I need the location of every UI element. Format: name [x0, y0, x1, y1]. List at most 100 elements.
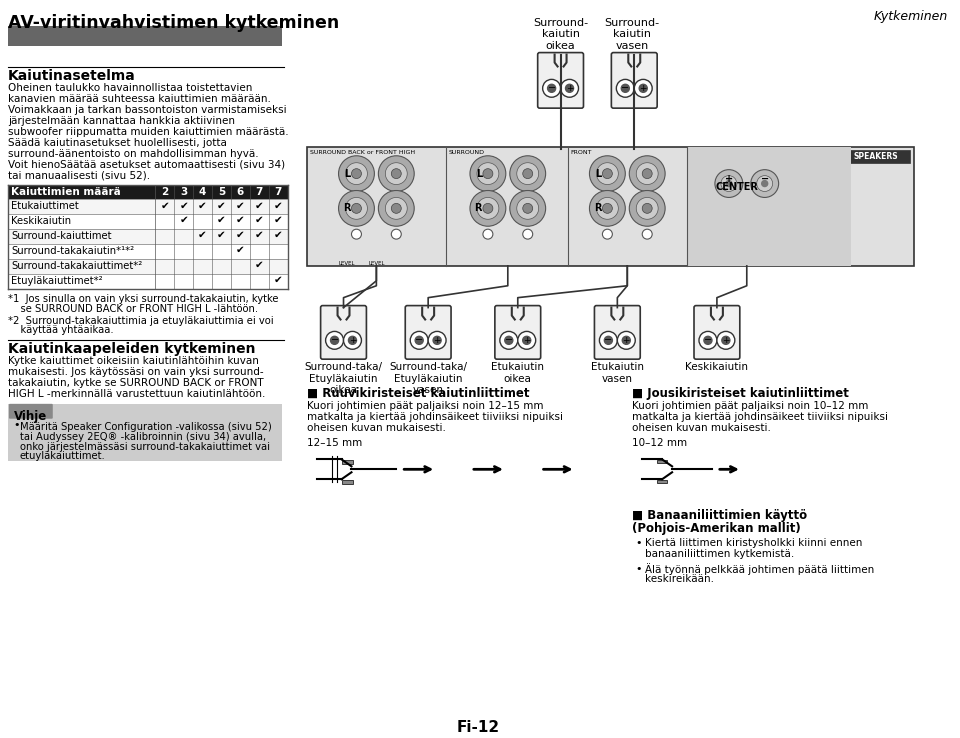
- Text: Määritä Speaker Configuration -valikossa (sivu 52): Määritä Speaker Configuration -valikossa…: [20, 421, 272, 432]
- Text: AV-viritinvahvistimen kytkeminen: AV-viritinvahvistimen kytkeminen: [8, 14, 339, 32]
- Circle shape: [523, 195, 533, 204]
- Circle shape: [622, 337, 631, 345]
- Circle shape: [717, 331, 734, 349]
- Circle shape: [630, 156, 665, 191]
- Circle shape: [642, 169, 652, 179]
- Circle shape: [616, 80, 635, 97]
- Text: ✔: ✔: [274, 230, 282, 240]
- Text: +: +: [639, 84, 647, 93]
- Text: •: •: [636, 564, 641, 573]
- Text: Voimakkaan ja tarkan bassontoiston varmistamiseksi: Voimakkaan ja tarkan bassontoiston varmi…: [8, 106, 287, 115]
- Text: Surround-takakaiutin*¹*²: Surround-takakaiutin*¹*²: [11, 246, 134, 256]
- Text: Kiertä liittimen kiristysholkki kiinni ennen: Kiertä liittimen kiristysholkki kiinni e…: [645, 538, 863, 548]
- Circle shape: [346, 198, 368, 219]
- FancyBboxPatch shape: [405, 306, 451, 359]
- Circle shape: [392, 230, 401, 239]
- Text: Kytke kaiuttimet oikeisiin kaiutinlähtöihin kuvan: Kytke kaiuttimet oikeisiin kaiutinlähtöi…: [8, 356, 259, 366]
- Text: matkalta ja kiertää johdinsäikeet tiiviiksi nipuiksi: matkalta ja kiertää johdinsäikeet tiivii…: [306, 412, 563, 421]
- Circle shape: [699, 331, 717, 349]
- Text: R: R: [474, 204, 482, 213]
- Text: −: −: [547, 83, 556, 93]
- FancyBboxPatch shape: [694, 306, 740, 359]
- Circle shape: [510, 156, 545, 191]
- Circle shape: [428, 331, 446, 349]
- Circle shape: [410, 331, 428, 349]
- Text: matkalta ja kiertää johdinsäikeet tiiviiksi nipuiksi: matkalta ja kiertää johdinsäikeet tiivii…: [633, 412, 888, 421]
- Text: −: −: [621, 83, 630, 93]
- Circle shape: [617, 331, 636, 349]
- Text: ✔: ✔: [236, 201, 245, 210]
- Circle shape: [523, 230, 533, 239]
- Circle shape: [542, 80, 561, 97]
- Circle shape: [635, 80, 652, 97]
- Text: L: L: [595, 169, 601, 179]
- Circle shape: [378, 156, 414, 191]
- Bar: [658, 480, 667, 483]
- Circle shape: [603, 230, 612, 239]
- Text: −: −: [330, 335, 339, 345]
- Text: ■ Jousikiristeiset kaiutinliittimet: ■ Jousikiristeiset kaiutinliittimet: [633, 387, 850, 400]
- Text: +: +: [348, 336, 356, 345]
- Text: se SURROUND BACK or FRONT HIGH L -lähtöön.: se SURROUND BACK or FRONT HIGH L -lähtöö…: [8, 303, 258, 314]
- Text: Kaiutinasetelma: Kaiutinasetelma: [8, 69, 135, 83]
- Circle shape: [642, 230, 652, 239]
- Text: *2  Surround-takakaiuttimia ja etuyläkaiuttimia ei voi: *2 Surround-takakaiuttimia ja etuyläkaiu…: [8, 316, 274, 325]
- Text: ✔: ✔: [217, 230, 226, 240]
- Text: Kuori johtimien päät paljaiksi noin 12–15 mm: Kuori johtimien päät paljaiksi noin 12–1…: [306, 401, 543, 411]
- Bar: [8, 184, 288, 199]
- Text: ✔: ✔: [255, 260, 264, 270]
- Bar: [306, 147, 914, 266]
- Circle shape: [483, 204, 492, 213]
- Text: oheisen kuvan mukaisesti.: oheisen kuvan mukaisesti.: [306, 423, 445, 432]
- Bar: [8, 214, 288, 230]
- FancyBboxPatch shape: [612, 52, 658, 108]
- Bar: [8, 274, 288, 289]
- Circle shape: [603, 204, 612, 213]
- Text: etuyläkaiuttimet.: etuyläkaiuttimet.: [20, 452, 106, 461]
- Text: ✔: ✔: [199, 230, 207, 240]
- Text: keskireikään.: keskireikään.: [645, 574, 714, 584]
- Circle shape: [642, 204, 652, 213]
- Text: Keskikaiutin: Keskikaiutin: [11, 216, 71, 227]
- Text: −: −: [415, 335, 423, 345]
- Text: LEVEL: LEVEL: [368, 261, 385, 266]
- Text: ■ Banaaniliittimien käyttö: ■ Banaaniliittimien käyttö: [633, 509, 807, 522]
- Text: +: +: [523, 336, 531, 345]
- Text: tai Audyssey 2EQ® -kalibroinnin (sivu 34) avulla,: tai Audyssey 2EQ® -kalibroinnin (sivu 34…: [20, 432, 266, 441]
- Text: Oheinen taulukko havainnollistaa toistettavien: Oheinen taulukko havainnollistaa toistet…: [8, 83, 252, 93]
- Text: SPEAKERS: SPEAKERS: [853, 152, 899, 161]
- Bar: [342, 461, 353, 464]
- Text: ✔: ✔: [255, 230, 264, 240]
- Circle shape: [756, 176, 773, 191]
- Circle shape: [636, 198, 659, 219]
- Text: ✔: ✔: [160, 201, 169, 210]
- Text: 7: 7: [255, 187, 263, 196]
- Text: R: R: [343, 204, 350, 213]
- Text: 12–15 mm: 12–15 mm: [306, 438, 362, 447]
- Circle shape: [522, 337, 531, 345]
- Text: oheisen kuvan mukaisesti.: oheisen kuvan mukaisesti.: [633, 423, 771, 432]
- Circle shape: [510, 190, 545, 227]
- Circle shape: [561, 80, 579, 97]
- Circle shape: [639, 84, 647, 92]
- FancyBboxPatch shape: [321, 306, 367, 359]
- Text: Surround-
kaiutin
vasen: Surround- kaiutin vasen: [605, 18, 660, 51]
- Text: ✔: ✔: [255, 215, 264, 225]
- Text: Surround-taka/
Etuyläkaiutin
oikea: Surround-taka/ Etuyläkaiutin oikea: [304, 362, 382, 396]
- Text: Surround-taka/
Etuyläkaiutin
vasen: Surround-taka/ Etuyläkaiutin vasen: [389, 362, 468, 396]
- Text: mukaisesti. Jos käytössäsi on vain yksi surround-: mukaisesti. Jos käytössäsi on vain yksi …: [8, 367, 264, 377]
- Text: ✔: ✔: [255, 201, 264, 210]
- Text: Voit hienoSäätää asetukset automaattisesti (sivu 34): Voit hienoSäätää asetukset automaattises…: [8, 159, 285, 170]
- Text: 4: 4: [199, 187, 206, 196]
- Text: Surround-takakaiuttimet*²: Surround-takakaiuttimet*²: [11, 261, 142, 271]
- Text: Kytkeminen: Kytkeminen: [874, 10, 948, 23]
- Circle shape: [483, 169, 492, 179]
- Text: takakaiutin, kytke se SURROUND BACK or FRONT: takakaiutin, kytke se SURROUND BACK or F…: [8, 378, 264, 388]
- Circle shape: [596, 162, 618, 184]
- Circle shape: [722, 337, 730, 345]
- Circle shape: [351, 230, 362, 239]
- Text: L: L: [475, 169, 482, 179]
- Circle shape: [505, 337, 513, 345]
- Text: Etukaiutin
vasen: Etukaiutin vasen: [590, 362, 644, 384]
- Text: (Pohjois-Amerikan mallit): (Pohjois-Amerikan mallit): [633, 522, 801, 535]
